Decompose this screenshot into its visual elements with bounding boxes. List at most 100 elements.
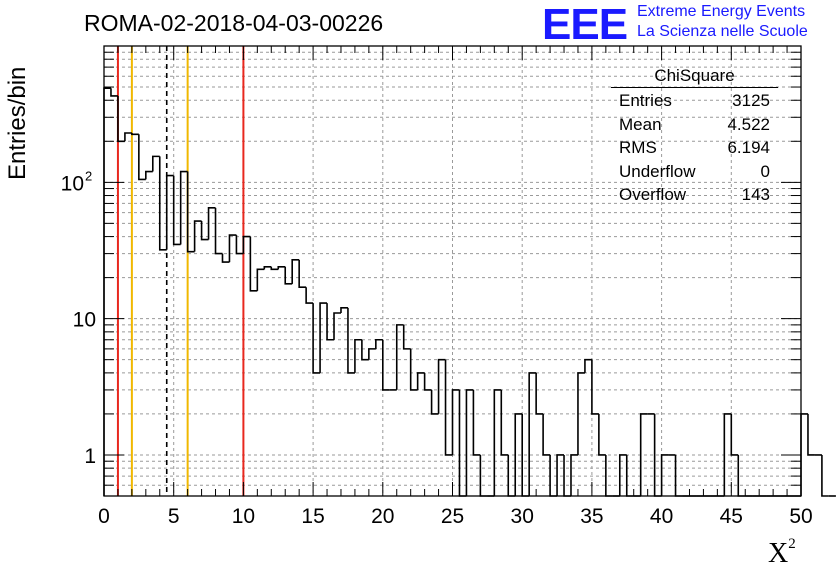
stats-value: 4.522 [727,114,770,134]
stats-row-entries: Entries 3125 [611,89,778,113]
histogram-bin [151,155,160,172]
histogram-bin [326,303,335,341]
stats-row-overflow: Overflow 143 [611,183,778,207]
histogram-bin [402,324,411,350]
histogram-bin [395,324,404,390]
histogram-bin [472,389,481,456]
histogram-bin [200,221,209,241]
histogram-bin [193,220,202,252]
x-tick-label: 20 [371,505,394,528]
histogram-bin [444,359,453,456]
x-tick-label: 15 [301,505,324,528]
histogram-bin [103,87,111,496]
histogram-bin [730,413,739,456]
histogram-bin [584,358,592,373]
histogram-bin [514,413,523,496]
logo-caption-line1: Extreme Energy Events [637,3,806,20]
histogram-bin [319,302,328,373]
stats-row-mean: Mean 4.522 [611,113,778,137]
histogram-bin [591,359,599,415]
x-tick-label: 5 [168,505,180,528]
eee-logo: EEE [542,0,628,49]
histogram-bin [807,413,815,456]
stats-label: Underflow [619,161,696,181]
histogram-bin [270,266,279,271]
histogram-bin [416,372,425,390]
y-tick-label: 10 [73,309,96,332]
histogram-bin [535,372,544,415]
histogram-bin [305,287,314,304]
histogram-bin [256,268,265,291]
stats-label: Entries [619,91,672,110]
stats-title: ChiSquare [611,66,778,88]
histogram-bin [493,389,502,496]
histogram-bin [312,303,321,374]
histogram-bin [242,235,251,254]
histogram-bin [284,266,293,285]
histogram-bin [131,133,139,136]
stats-value: 6.194 [727,138,770,157]
x-tick-label: 0 [98,505,110,528]
x-axis-label-superscript: 2 [788,536,796,552]
x-tick-label: 45 [720,505,743,528]
stats-value: 143 [741,185,770,204]
x-tick-label: 30 [511,505,534,528]
histogram-bin [110,88,118,97]
histogram-bin [430,389,439,415]
histogram-bin [298,259,307,289]
run-title: ROMA-02-2018-04-03-00226 [84,10,384,36]
histogram-bin [423,372,432,391]
histogram-bin [340,307,348,313]
stats-label: RMS [619,138,657,157]
histogram-bin [598,413,606,456]
histogram-bin [500,389,509,456]
x-tick-label: 40 [650,505,673,528]
histogram-bin [221,253,230,263]
histogram-bin [117,95,125,143]
stats-value: 0 [760,161,770,181]
histogram-bin [228,234,237,263]
stats-label: Overflow [619,185,687,204]
y-tick-label: 10 [61,172,84,195]
histogram-bin [347,307,355,374]
histogram-bin [179,170,188,245]
histogram-bin [528,372,537,496]
histogram-bin [458,389,467,497]
histogram-bin [556,454,565,496]
histogram-bin [165,174,174,250]
histogram-bin [124,132,132,142]
histogram-bin [821,454,829,497]
stats-row-rms: RMS 6.194 [611,136,778,160]
y-axis-label: Entries/bin [4,66,31,180]
histogram-bin [333,312,341,340]
histogram-bin [186,171,195,253]
stats-label: Mean [619,114,662,134]
histogram-bin [409,348,418,391]
tick-marks [103,46,802,496]
histogram-bin [570,454,578,496]
histogram-bin [249,236,258,292]
stats-value: 3125 [732,91,770,110]
histogram-bin [368,348,376,360]
reference-lines [116,46,245,496]
histogram-bin [723,413,732,496]
stats-box: ChiSquare Entries 3125 Mean 4.522 RMS 6.… [611,66,778,207]
histogram-bin [263,266,272,270]
logo-caption-line2: La Scienza nelle Scuole [637,23,808,40]
y-tick-label: 1 [84,445,96,468]
histogram-bin [145,170,153,180]
x-axis-label: X2 [768,536,796,570]
stats-row-underflow: Underflow 0 [611,160,778,184]
histogram-bin [382,339,390,391]
histogram-bin [138,134,146,181]
x-tick-label: 50 [789,505,812,528]
histogram-bin [361,339,369,361]
histogram-bin [207,207,216,240]
x-tick-label: 25 [441,505,464,528]
histogram-bin [277,266,286,270]
histogram-bin [465,389,474,496]
y-tick-label-superscript: 2 [85,168,92,183]
histogram-bin [542,413,551,456]
